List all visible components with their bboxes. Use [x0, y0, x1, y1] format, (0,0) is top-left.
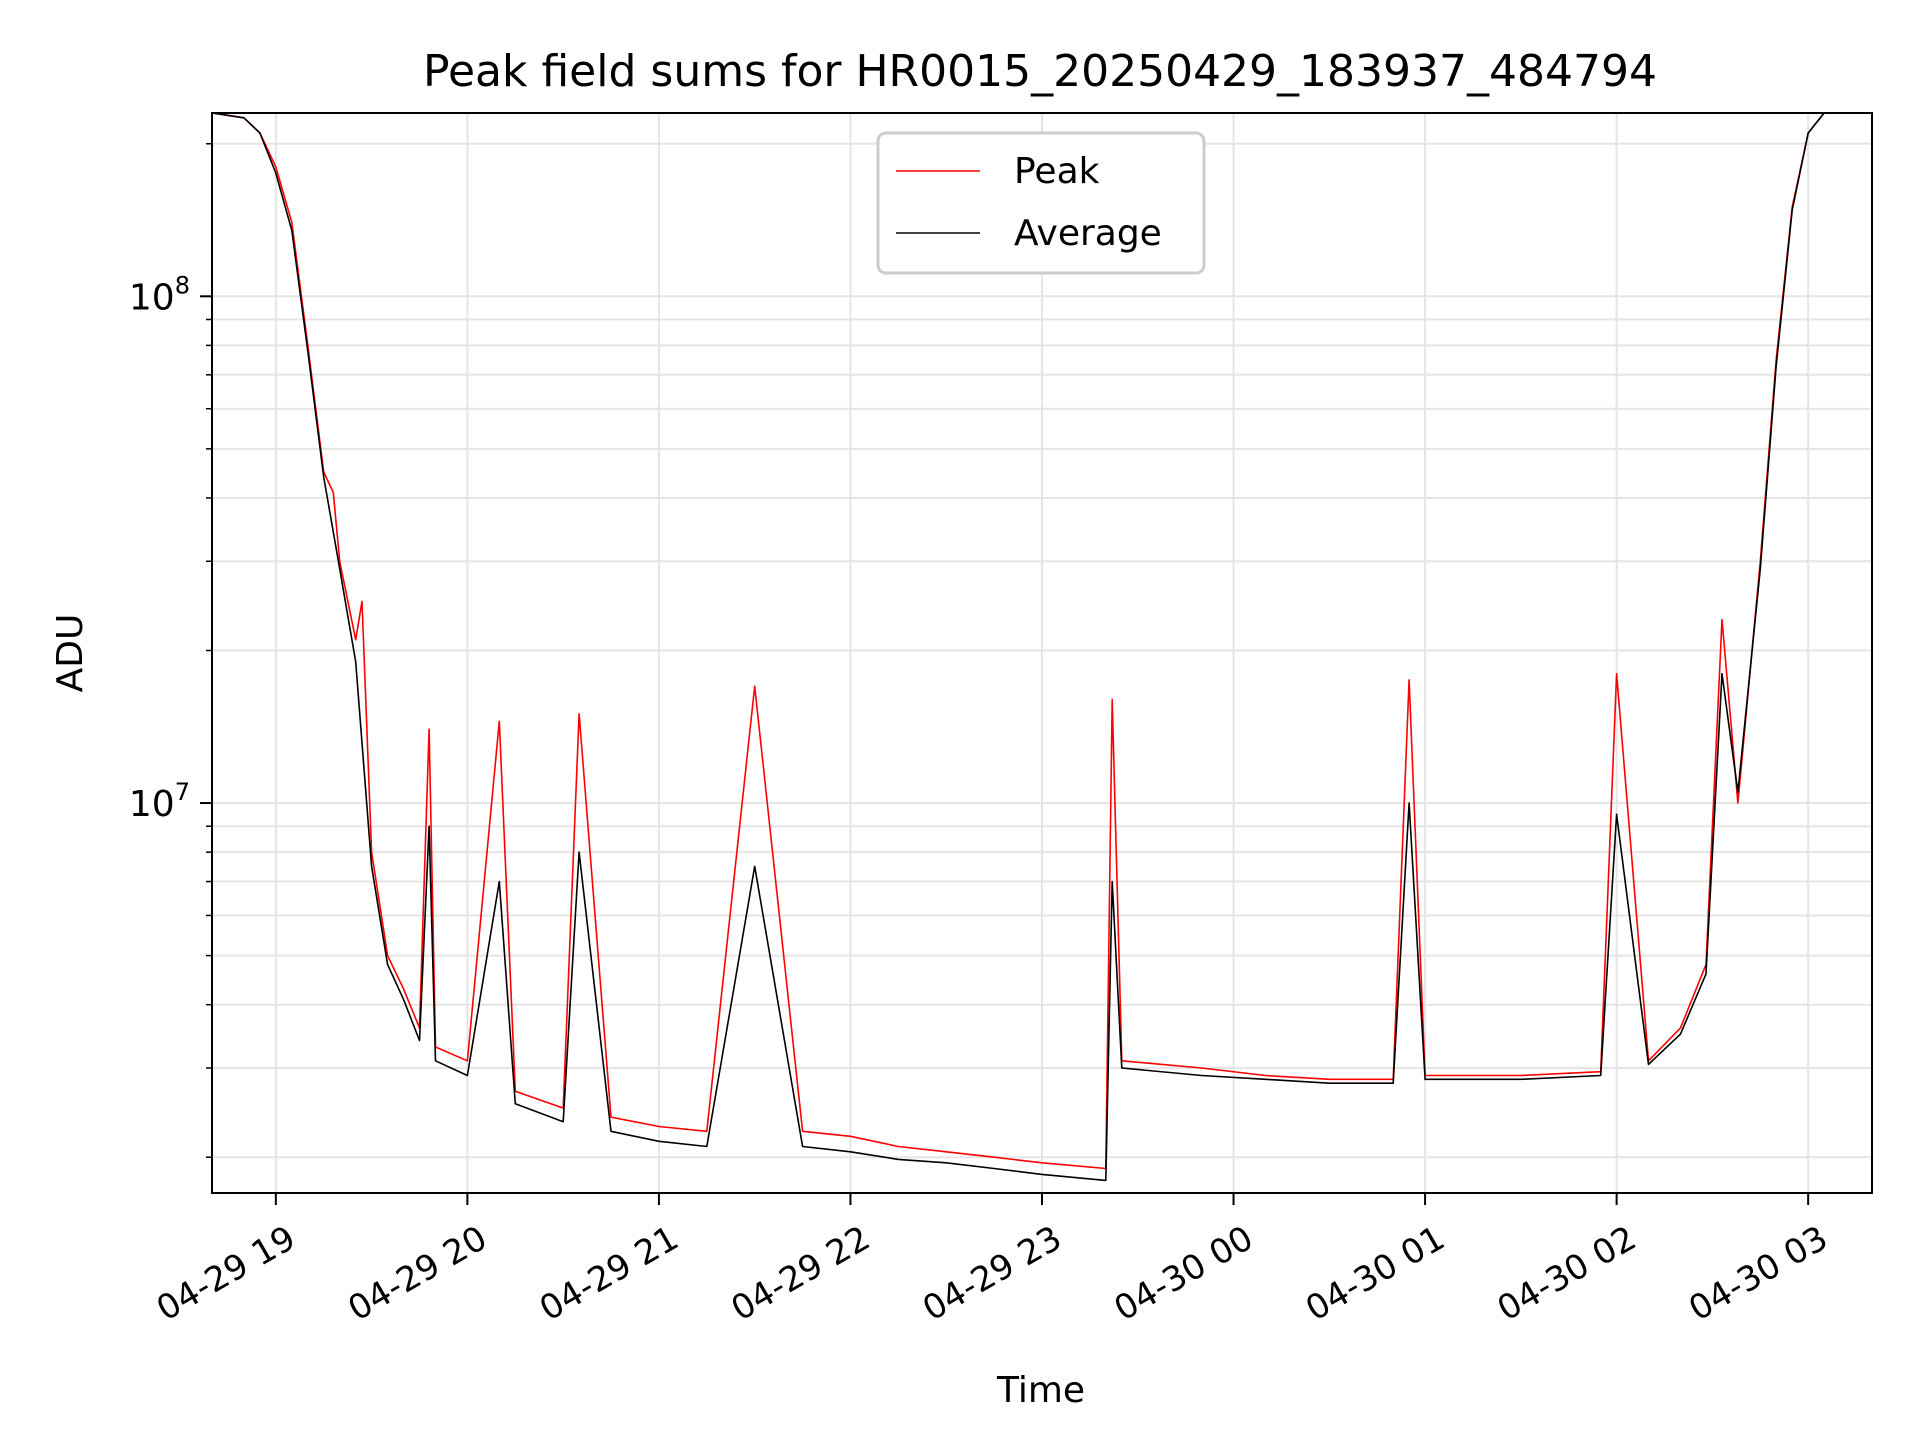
y-axis-label: ADU [50, 614, 91, 693]
x-tick-label: 04-30 03 [1682, 1218, 1834, 1329]
legend-peak-label: Peak [1014, 151, 1100, 192]
x-axis: 04-29 19 04-29 20 04-29 21 04-29 22 04-29 23… [150, 1193, 1835, 1329]
x-tick-label: 04-30 01 [1299, 1218, 1451, 1329]
x-axis-label: Time [996, 1370, 1085, 1411]
series-line-peak [212, 113, 1872, 1170]
chart-title: Peak field sums for HR0015_20250429_1839… [423, 46, 1657, 97]
x-tick-label: 04-29 20 [341, 1218, 493, 1329]
y-tick-label: 107 [129, 778, 190, 825]
plot-area: 04-29 19 04-29 20 04-29 21 04-29 22 04-29 23… [129, 112, 1873, 1329]
legend-box [876, 131, 1206, 275]
x-tick-label: 04-30 00 [1108, 1218, 1260, 1329]
legend-average-label: Average [1014, 213, 1162, 254]
grid [212, 113, 1872, 1193]
series-lines [212, 113, 1872, 1182]
x-tick-label: 04-30 02 [1491, 1218, 1643, 1329]
x-tick-label: 04-29 19 [150, 1218, 302, 1329]
x-tick-label: 04-29 21 [533, 1218, 685, 1329]
x-tick-label: 04-29 23 [916, 1218, 1068, 1329]
y-axis: 107 108 [129, 143, 212, 1158]
y-tick-label: 108 [129, 271, 190, 318]
x-tick-label: 04-29 22 [725, 1218, 877, 1329]
series-line-average [212, 113, 1872, 1182]
legend: Peak Average [876, 131, 1206, 275]
